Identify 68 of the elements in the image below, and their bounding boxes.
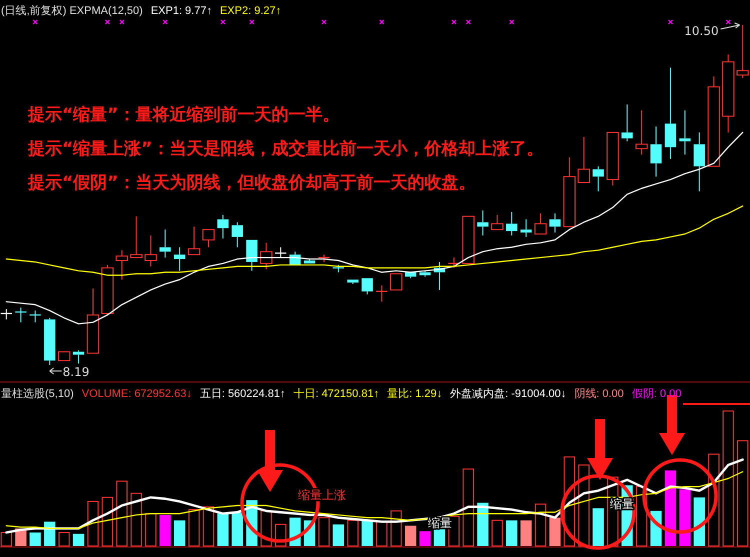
bar — [477, 502, 488, 546]
text: 阴线: 0.00 — [574, 387, 624, 400]
candlestick — [549, 212, 561, 234]
candlestick — [679, 110, 691, 156]
bar — [506, 520, 518, 546]
candlestick — [44, 317, 56, 366]
bar — [592, 508, 604, 546]
annotation: 提示“假阴”：当天为阴线，但收盘价却高于前一天的收盘。 — [27, 173, 476, 193]
bar — [492, 520, 503, 546]
candlestick — [160, 229, 171, 258]
bar — [232, 512, 243, 546]
bar — [694, 497, 705, 546]
bar — [332, 524, 344, 546]
annotation: 提示“缩量上涨”：当天是阳线，成交量比前一天小，价格却上涨了。 — [27, 139, 544, 159]
candlestick — [217, 214, 229, 239]
bar — [102, 496, 114, 546]
text: 量比: 1.29↓ — [387, 387, 442, 400]
candlestick — [722, 54, 734, 133]
bar — [72, 534, 84, 546]
bar — [362, 520, 373, 546]
bar — [520, 520, 532, 546]
bar — [679, 489, 691, 546]
bar — [116, 480, 128, 546]
text: 五日: 560224.81↑ — [200, 388, 286, 400]
candlestick — [144, 234, 157, 267]
bar — [347, 520, 358, 546]
bar — [44, 522, 56, 546]
chart-title: 量柱选股(5,10) — [1, 387, 74, 400]
candlestick — [694, 132, 705, 192]
annotation: 8.19 — [62, 365, 90, 379]
bar — [404, 526, 416, 546]
bar — [188, 509, 200, 546]
bar — [217, 514, 229, 546]
annotation: 10.50 — [684, 24, 719, 38]
text: EXP1: 9.77↑ — [150, 5, 212, 17]
bar — [160, 514, 171, 546]
bar — [722, 410, 734, 546]
text: 假阴: 0.00 — [632, 388, 682, 400]
candlestick — [174, 246, 186, 272]
candlestick — [650, 126, 662, 178]
candlestick — [232, 222, 243, 248]
bar — [130, 492, 142, 546]
text: 外盘减内盘: -91004.00↓ — [450, 387, 566, 400]
bar — [202, 506, 214, 546]
text: VOLUME: 672952.63↓ — [82, 388, 192, 400]
candlestick — [622, 104, 633, 142]
bar — [534, 504, 546, 546]
bar — [462, 468, 474, 546]
text: 十日: 472150.81↑ — [293, 387, 380, 400]
bar — [737, 440, 748, 546]
bar — [174, 520, 186, 546]
bar — [419, 531, 431, 546]
bar — [58, 532, 70, 546]
bar — [318, 517, 330, 546]
bar — [0, 532, 12, 546]
bar — [549, 518, 561, 546]
candlestick — [477, 210, 488, 236]
candlestick — [520, 218, 532, 238]
candlestick — [506, 211, 518, 236]
bar — [30, 532, 41, 546]
chart-title: (日线,前复权) EXPMA(12,50) — [1, 4, 143, 17]
bar — [145, 513, 156, 546]
candlestick — [116, 250, 128, 280]
candlestick — [664, 67, 676, 160]
text: EXP2: 9.27↑ — [220, 5, 282, 17]
bar — [376, 521, 388, 546]
candlestick — [635, 110, 648, 156]
annotation: 提示“缩量”：量将近缩到前一天的一半。 — [27, 105, 340, 125]
